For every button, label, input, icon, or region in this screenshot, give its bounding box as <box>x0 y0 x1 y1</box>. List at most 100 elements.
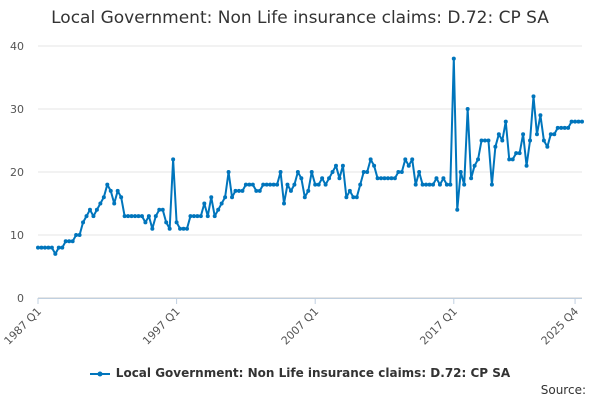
data-point <box>257 188 262 193</box>
data-point <box>188 214 193 219</box>
data-point <box>489 182 494 187</box>
data-point <box>115 188 120 193</box>
data-point <box>528 138 533 143</box>
data-point <box>233 188 238 193</box>
data-point <box>236 188 241 193</box>
data-point <box>288 188 293 193</box>
data-point <box>271 182 276 187</box>
data-point <box>316 182 321 187</box>
data-point <box>396 170 401 174</box>
data-point <box>389 176 394 181</box>
data-point <box>184 226 189 231</box>
data-point <box>482 138 487 143</box>
data-point <box>562 125 567 130</box>
data-point <box>382 176 387 181</box>
data-point <box>451 56 456 61</box>
data-point <box>431 182 436 187</box>
series-line <box>38 57 582 255</box>
data-point <box>160 207 165 212</box>
y-tick-label: 10 <box>10 229 24 242</box>
data-point <box>209 195 214 200</box>
data-point <box>486 138 491 143</box>
data-point <box>534 132 539 137</box>
data-point <box>205 214 210 219</box>
source-label: Source: <box>540 383 586 397</box>
data-point <box>462 182 467 187</box>
data-point <box>465 107 470 111</box>
data-point <box>392 176 397 181</box>
data-point <box>278 170 283 174</box>
data-point <box>153 214 158 219</box>
data-point <box>91 214 96 219</box>
data-point <box>320 176 325 181</box>
data-point <box>330 170 335 174</box>
data-point <box>427 182 432 187</box>
x-tick-label: 1987 Q1 <box>2 305 45 348</box>
data-point <box>552 132 557 137</box>
data-point <box>94 207 99 212</box>
data-point <box>167 226 172 231</box>
data-point <box>410 157 415 162</box>
data-point <box>119 195 124 200</box>
data-point <box>361 170 366 174</box>
data-point <box>105 182 110 187</box>
data-point <box>136 214 141 219</box>
data-point <box>538 113 543 118</box>
data-point <box>122 214 127 219</box>
data-point <box>129 214 134 219</box>
data-point <box>157 207 162 212</box>
chart-title: Local Government: Non Life insurance cla… <box>51 8 549 28</box>
data-point <box>424 182 429 187</box>
data-point <box>437 182 442 187</box>
data-point <box>545 144 550 149</box>
data-point <box>375 176 380 181</box>
data-point <box>403 157 408 162</box>
x-tick-label: 2007 Q1 <box>279 305 322 348</box>
data-point <box>514 151 519 156</box>
data-point <box>458 170 463 174</box>
data-point <box>63 239 68 244</box>
data-point <box>46 245 51 250</box>
data-point <box>455 207 460 212</box>
data-point <box>56 245 61 250</box>
data-point <box>275 182 280 187</box>
data-point <box>198 214 203 219</box>
data-point <box>171 157 176 162</box>
data-point <box>406 163 411 168</box>
data-point <box>285 182 290 187</box>
data-point <box>216 207 221 212</box>
y-tick-label: 0 <box>17 292 24 305</box>
data-point <box>327 176 332 181</box>
x-tick-label: 2025 Q4 <box>539 305 582 348</box>
data-point <box>42 245 47 250</box>
data-point <box>479 138 484 143</box>
series-layer <box>36 56 584 256</box>
data-point <box>174 220 179 225</box>
data-point <box>150 226 155 231</box>
data-point <box>223 195 228 200</box>
data-point <box>212 214 217 219</box>
data-point <box>385 176 390 181</box>
data-point <box>295 170 300 174</box>
data-point <box>559 125 564 130</box>
data-point <box>268 182 273 187</box>
y-tick-label: 20 <box>10 166 24 179</box>
data-point <box>70 239 75 244</box>
data-point <box>441 176 446 181</box>
data-point <box>517 151 522 156</box>
y-tick-label: 30 <box>10 103 24 116</box>
data-point <box>181 226 186 231</box>
data-point <box>521 132 526 137</box>
data-point <box>191 214 196 219</box>
data-point <box>417 170 422 174</box>
legend[interactable]: Local Government: Non Life insurance cla… <box>0 366 600 380</box>
data-point <box>524 163 529 168</box>
data-point <box>178 226 183 231</box>
data-point <box>580 119 584 124</box>
data-point <box>60 245 65 250</box>
data-point <box>309 170 314 174</box>
data-point <box>49 245 54 250</box>
data-point <box>292 182 297 187</box>
data-point <box>226 170 231 174</box>
data-point <box>496 132 501 137</box>
